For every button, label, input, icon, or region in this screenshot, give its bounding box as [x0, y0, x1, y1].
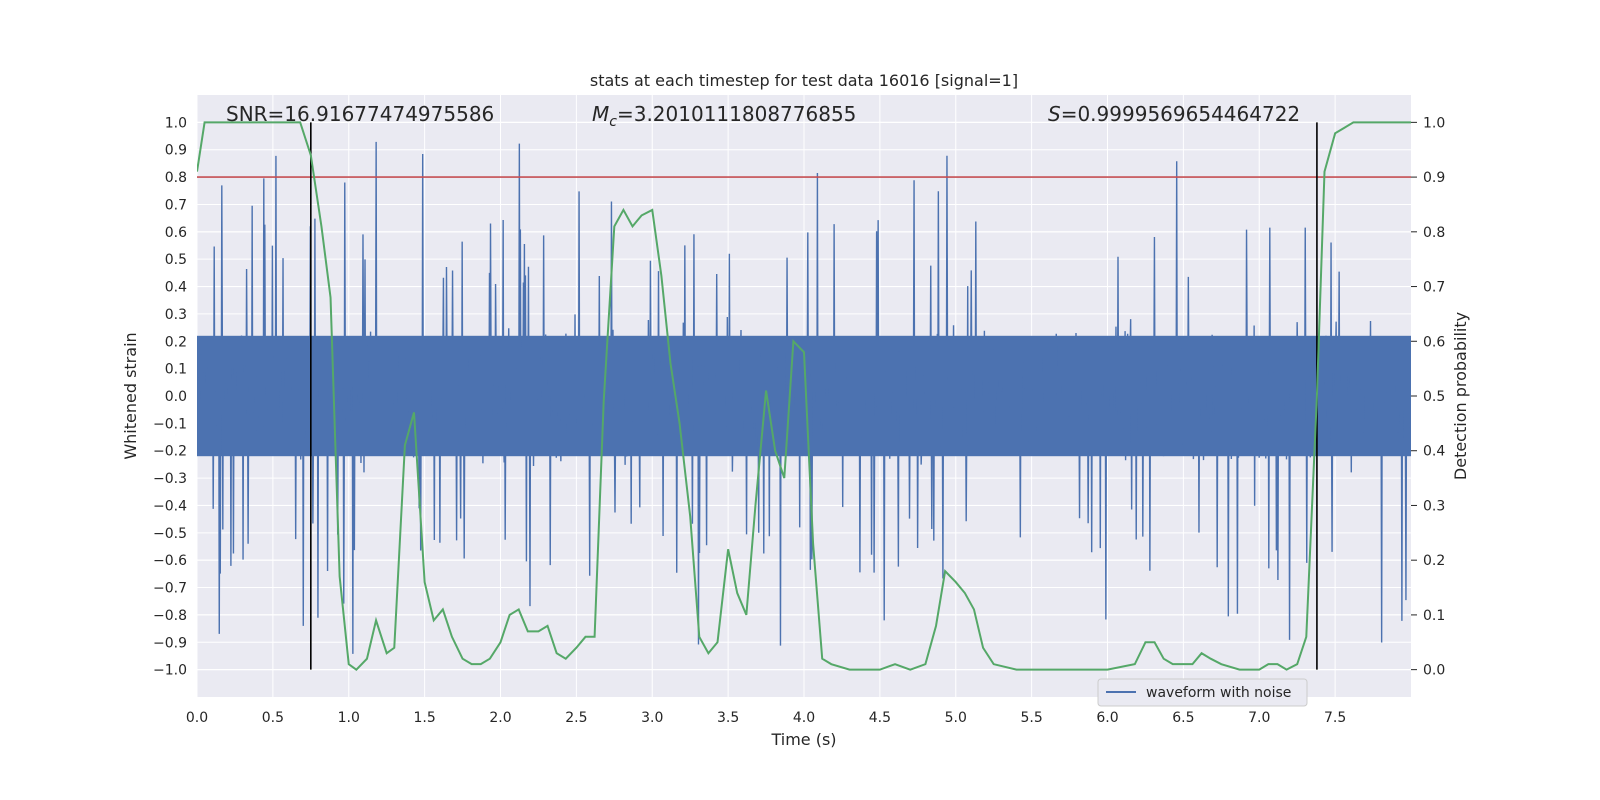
x-tick-7: 3.5 — [717, 710, 739, 726]
series-detection-probability — [197, 121, 1411, 671]
x-tick-9: 4.5 — [869, 710, 891, 726]
y-left-tick-8: 0.2 — [165, 334, 187, 350]
y-right-tick-7: 0.3 — [1423, 498, 1445, 514]
y-right-tick-8: 0.2 — [1423, 553, 1445, 569]
legend-label: waveform with noise — [1146, 685, 1291, 701]
y-left-tick-14: −0.4 — [153, 498, 187, 514]
y-left-tick-7: 0.3 — [165, 307, 187, 323]
y-left-tick-0: 1.0 — [165, 115, 187, 131]
y-left-tick-9: 0.1 — [165, 362, 187, 378]
y-left-tick-17: −0.7 — [153, 581, 187, 597]
s-symbol: S — [1048, 102, 1061, 126]
y-left-tick-2: 0.8 — [165, 170, 187, 186]
y-left-tick-5: 0.5 — [165, 252, 187, 268]
x-tick-11: 5.5 — [1020, 710, 1042, 726]
y-left-tick-19: −0.9 — [153, 635, 187, 651]
series-waveform-with-noise — [197, 141, 1411, 654]
annotation-snr: SNR=16.91677474975586 — [226, 102, 494, 126]
x-tick-14: 7.0 — [1248, 710, 1270, 726]
y-right-tick-5: 0.5 — [1423, 389, 1445, 405]
x-tick-1: 0.5 — [262, 710, 284, 726]
y-right-tick-9: 0.1 — [1423, 608, 1445, 624]
y-left-tick-11: −0.1 — [153, 416, 187, 432]
x-tick-2: 1.0 — [338, 710, 360, 726]
y-left-tick-15: −0.5 — [153, 526, 187, 542]
y-right-tick-6: 0.4 — [1423, 444, 1445, 460]
y-right-tick-2: 0.8 — [1423, 225, 1445, 241]
x-tick-0: 0.0 — [186, 710, 208, 726]
y-axis-right-ticks: 1.0 0.9 0.8 0.7 0.6 0.5 0.4 0.3 0.2 0.1 0.0 — [1411, 115, 1445, 679]
y-left-tick-18: −0.8 — [153, 608, 187, 624]
y-left-tick-12: −0.2 — [153, 444, 187, 460]
y-left-tick-1: 0.9 — [165, 143, 187, 159]
y-right-tick-4: 0.6 — [1423, 334, 1445, 350]
s-value: =0.9999569654464722 — [1061, 102, 1300, 126]
y-left-tick-10: 0.0 — [165, 389, 187, 405]
x-tick-4: 2.0 — [489, 710, 511, 726]
y-left-tick-20: −1.0 — [153, 663, 187, 679]
x-tick-12: 6.0 — [1096, 710, 1118, 726]
annotation-s: S=0.9999569654464722 — [1048, 102, 1300, 126]
x-axis-ticks: 0.0 0.5 1.0 1.5 2.0 2.5 3.0 3.5 4.0 4.5 5.0 5.5 6.0 6… — [186, 710, 1346, 726]
plot-content — [197, 121, 1411, 671]
x-tick-8: 4.0 — [793, 710, 815, 726]
mc-symbol: M — [592, 102, 609, 126]
mc-value: =3.2010111808776855 — [617, 102, 856, 126]
y-right-tick-0: 1.0 — [1423, 115, 1445, 131]
y-left-tick-6: 0.4 — [165, 280, 187, 296]
x-tick-13: 6.5 — [1172, 710, 1194, 726]
y-left-tick-13: −0.3 — [153, 471, 187, 487]
mc-subscript: c — [609, 114, 617, 130]
y-left-tick-4: 0.6 — [165, 225, 187, 241]
y-axis-left-label: Whitened strain — [121, 332, 140, 459]
y-left-tick-3: 0.7 — [165, 197, 187, 213]
annotation-mc: Mc=3.2010111808776855 — [592, 102, 856, 130]
y-right-tick-10: 0.0 — [1423, 663, 1445, 679]
y-axis-right-label: Detection probability — [1451, 312, 1470, 480]
y-right-tick-3: 0.7 — [1423, 280, 1445, 296]
y-left-tick-16: −0.6 — [153, 553, 187, 569]
x-tick-5: 2.5 — [565, 710, 587, 726]
x-tick-15: 7.5 — [1324, 710, 1346, 726]
y-axis-left-ticks: 1.0 0.9 0.8 0.7 0.6 0.5 0.4 0.3 0.2 0.1 0.0 −0.1 −0.… — [153, 115, 187, 678]
legend-box — [1097, 678, 1308, 707]
chart-title: stats at each timestep for test data 160… — [590, 71, 1018, 90]
x-axis-label: Time (s) — [770, 730, 836, 749]
x-tick-3: 1.5 — [413, 710, 435, 726]
legend: waveform with noise — [1097, 678, 1308, 707]
y-right-tick-1: 0.9 — [1423, 170, 1445, 186]
x-tick-10: 5.0 — [945, 710, 967, 726]
x-tick-6: 3.0 — [641, 710, 663, 726]
